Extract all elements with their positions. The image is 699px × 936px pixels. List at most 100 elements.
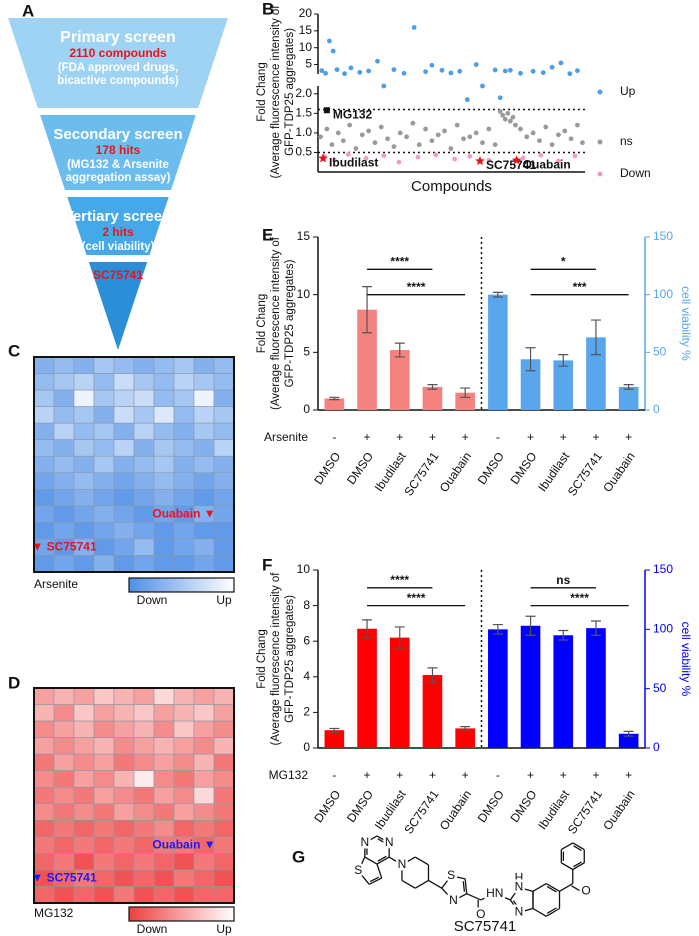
- tier-count: 2 hits: [102, 225, 134, 239]
- point: [480, 140, 485, 146]
- heatmap-cell: [53, 422, 75, 440]
- heatmap-cell: [73, 770, 95, 788]
- heatmap-cell: [53, 439, 75, 457]
- y-tick-label: 6: [303, 633, 310, 647]
- bar: [389, 350, 410, 410]
- heatmap-cell: [153, 522, 175, 540]
- heatmap-cell: [213, 389, 235, 407]
- heatmap-cell: [213, 406, 235, 424]
- point: [385, 136, 390, 142]
- point: [411, 25, 417, 30]
- bond: [532, 907, 547, 917]
- bar: [618, 733, 639, 748]
- heatmap-cell: [173, 472, 195, 490]
- heatmap-cell: [133, 836, 155, 854]
- error-bar: [558, 354, 569, 367]
- bond: [518, 886, 534, 892]
- bond: [428, 879, 443, 889]
- heatmap-cell: [173, 439, 195, 457]
- heatmap-cell: [193, 687, 215, 705]
- heatmap-cell: [193, 737, 215, 755]
- bar: [357, 628, 377, 748]
- bar: [553, 635, 574, 748]
- highlight-marker: [318, 153, 328, 163]
- point: [454, 122, 460, 128]
- atom-label: N: [361, 835, 370, 849]
- heatmap-cell: [173, 455, 195, 474]
- heatmap-cell: [113, 753, 135, 771]
- heatmap-cell: [213, 770, 235, 788]
- error-bar: [492, 623, 503, 635]
- point: [326, 38, 332, 44]
- heatmap-cell: [153, 886, 175, 904]
- heatmap-cell: [113, 869, 135, 887]
- heatmap-cell: [53, 373, 75, 391]
- atom-label: HN: [486, 886, 503, 900]
- point: [435, 132, 441, 138]
- heatmap-cell: [193, 439, 215, 457]
- heatmap-cell: [153, 720, 175, 738]
- y-tick-label: 8: [303, 598, 310, 612]
- point: [518, 70, 523, 76]
- heatmap-cell: [73, 555, 95, 573]
- heatmap-cell: [93, 770, 115, 788]
- heatmap-cell: [173, 406, 195, 424]
- point: [348, 65, 354, 71]
- error-bar: [329, 396, 340, 401]
- point: [467, 134, 473, 140]
- point: [381, 83, 387, 89]
- bar: [455, 728, 475, 748]
- heatmap-cell: [193, 356, 215, 374]
- error-bar: [623, 730, 634, 737]
- highlight-label: Ibudilast: [329, 155, 378, 169]
- heatmap-cell: [193, 803, 215, 821]
- heatmap-cell: [133, 373, 155, 391]
- heatmap-cell: [153, 770, 175, 788]
- point: [558, 60, 564, 66]
- heatmap-cell: [33, 836, 55, 854]
- bond: [364, 856, 378, 865]
- heatmap-cell: [173, 820, 195, 838]
- point: [404, 134, 409, 140]
- x-tick-label: Ouabain: [600, 450, 637, 495]
- treatment-sign: +: [592, 430, 599, 444]
- point: [359, 132, 365, 138]
- heatmap-cell: [73, 422, 95, 440]
- heatmap-cell: [173, 489, 195, 507]
- point: [505, 110, 511, 116]
- point: [507, 67, 513, 73]
- funnel-tier: [8, 18, 228, 108]
- bar: [553, 360, 574, 410]
- atom-label: N: [515, 905, 524, 919]
- treatment-sign: +: [462, 430, 469, 444]
- point: [538, 152, 544, 158]
- point: [334, 67, 340, 73]
- heatmap-cell: [173, 770, 195, 788]
- heatmap-cell: [73, 737, 95, 755]
- heatmap-cell: [93, 687, 115, 705]
- y-axis-label: GFP-TDP25 aggregates): [284, 28, 296, 156]
- point: [318, 134, 323, 140]
- point: [423, 126, 428, 132]
- treatment-sign: +: [462, 768, 469, 782]
- significance-label: ****: [407, 591, 426, 605]
- y-axis-label: (Average fluorescence intensity of: [270, 572, 282, 746]
- point: [423, 69, 428, 75]
- heatmap-cell: [53, 770, 75, 788]
- highlight-marker: [475, 156, 485, 166]
- heatmap-cell: [213, 687, 235, 705]
- heatmap-cell: [93, 373, 115, 391]
- heatmap-cell: [93, 538, 115, 556]
- heatmap-label: MG132: [34, 906, 74, 920]
- heatmap-cell: [113, 472, 135, 490]
- heatmap-cell: [73, 489, 95, 507]
- point: [562, 128, 568, 134]
- legend-label: Up: [620, 84, 636, 98]
- significance-label: ****: [390, 573, 409, 587]
- heatmap-cell: [53, 406, 75, 424]
- error-bar: [558, 629, 569, 641]
- bond: [546, 907, 557, 914]
- heatmap-cell: [93, 356, 115, 374]
- heatmap-label: Arsenite: [34, 577, 78, 591]
